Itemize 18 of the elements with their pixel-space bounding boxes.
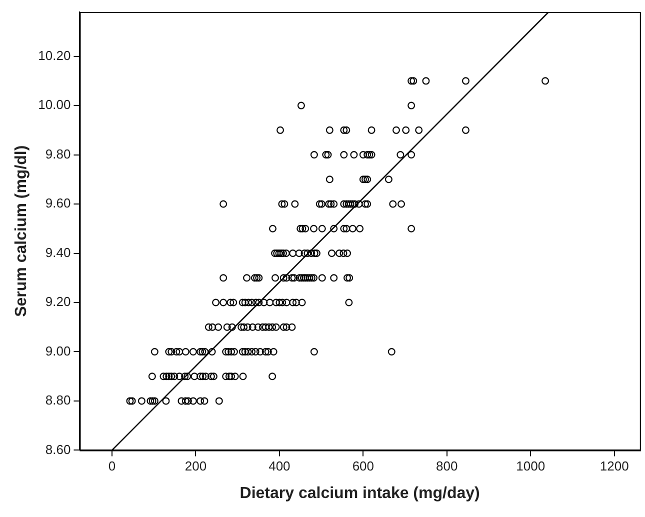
x-tick-label: 1200 (600, 458, 629, 474)
x-tick-label: 0 (108, 458, 116, 474)
y-tick-label: 9.20 (45, 294, 71, 310)
x-tick-label: 200 (184, 458, 207, 474)
y-tick-label: 8.60 (45, 442, 71, 457)
y-tick-label: 10.00 (38, 97, 71, 112)
y-tick-label: 9.60 (45, 196, 71, 211)
x-axis-title: Dietary calcium intake (mg/day) (240, 484, 480, 502)
y-axis-title: Serum calcium (mg/dl) (13, 145, 30, 317)
x-tick-label: 400 (268, 458, 290, 474)
y-tick-label: 10.20 (38, 48, 71, 63)
x-tick-label: 600 (352, 458, 374, 474)
y-tick-label: 8.80 (45, 392, 71, 408)
y-tick-label: 9.00 (45, 343, 71, 358)
y-tick-label: 9.40 (45, 244, 71, 260)
y-tick-label: 9.80 (45, 146, 71, 162)
x-tick-label: 1000 (516, 458, 546, 474)
x-tick-label: 800 (436, 458, 458, 474)
